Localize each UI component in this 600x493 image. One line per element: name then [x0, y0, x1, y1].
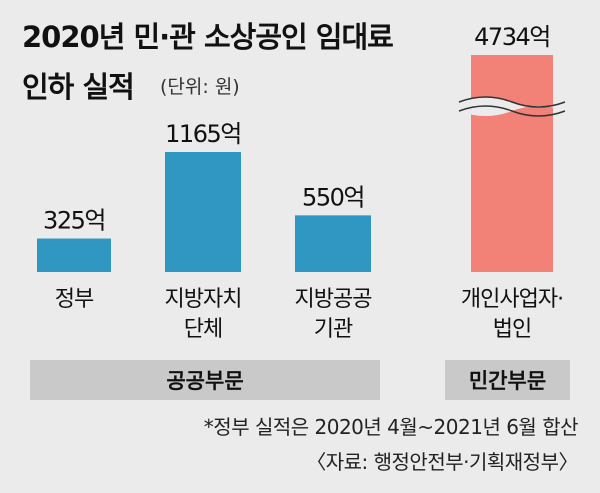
- value-label-2: 550억: [302, 183, 364, 211]
- group-band-1: [445, 360, 570, 400]
- bar-0: [37, 238, 111, 272]
- category-label-1-1: 단체: [184, 317, 222, 342]
- value-label-3: 4734억: [474, 23, 550, 51]
- axis-break-lines: [458, 96, 566, 117]
- group-band-0: [30, 360, 380, 400]
- chart-title-line1: 2020년 민·관 소상공인 임대료: [22, 20, 394, 54]
- category-label-3-0: 개인사업자·: [461, 287, 563, 312]
- bar-3: [471, 55, 553, 272]
- footnote-source: 〈자료: 행정안전부·기획재정부〉: [306, 450, 578, 474]
- unit-label: (단위: 원): [160, 76, 240, 98]
- footnote-period: *정부 실적은 2020년 4월~2021년 6월 합산: [203, 415, 579, 439]
- category-label-1-0: 지방자치: [165, 287, 242, 312]
- chart-title-line2: 인하 실적: [22, 70, 135, 104]
- category-label-3-1: 법인: [493, 317, 531, 342]
- group-label-0: 공공부문: [166, 369, 243, 393]
- axis-break-mark: [459, 97, 565, 116]
- group-label-1: 민간부문: [469, 369, 546, 393]
- bar-1: [165, 152, 241, 272]
- value-label-0: 325억: [43, 207, 105, 235]
- category-label-0-0: 정부: [55, 287, 94, 312]
- category-label-2-0: 지방공공: [295, 287, 373, 312]
- bar-2: [295, 215, 371, 272]
- category-label-2-1: 기관: [314, 317, 353, 342]
- value-label-1: 1165억: [165, 120, 241, 148]
